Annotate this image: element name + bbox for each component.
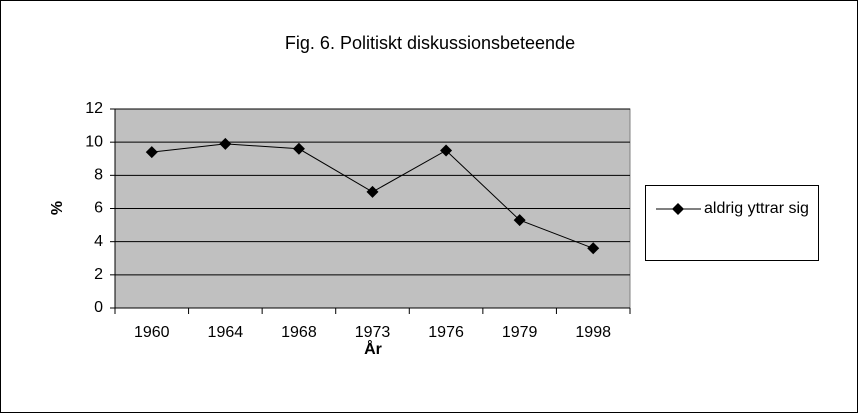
data-point	[219, 137, 232, 150]
x-tick-label: 1979	[502, 324, 538, 341]
x-tick-label: 1976	[428, 324, 464, 341]
y-tick-label: 4	[94, 233, 103, 250]
x-tick-label: 1968	[281, 324, 317, 341]
y-tick-label: 2	[94, 266, 103, 283]
x-tick-label: 1998	[575, 324, 611, 341]
chart-title: Fig. 6. Politiskt diskussionsbeteende	[285, 33, 575, 53]
legend-symbol	[656, 203, 701, 215]
y-tick-label: 8	[94, 167, 103, 184]
x-tick-label: 1973	[355, 324, 391, 341]
legend-label: aldrig yttrar sig	[704, 200, 809, 217]
y-tick-label: 0	[94, 299, 103, 316]
x-axis-label: År	[364, 339, 382, 358]
y-tick-label: 10	[85, 133, 103, 150]
data-point	[587, 242, 600, 255]
x-tick-label: 1960	[134, 324, 170, 341]
y-axis-label: %	[49, 201, 66, 215]
data-point	[513, 214, 526, 227]
legend-marker	[672, 203, 684, 215]
legend: aldrig yttrar sig	[645, 185, 819, 261]
x-tick-label: 1964	[208, 324, 244, 341]
data-point	[145, 146, 158, 159]
data-point	[440, 144, 453, 157]
y-tick-label: 6	[94, 200, 103, 217]
data-point	[292, 142, 305, 155]
data-point	[366, 185, 379, 198]
y-tick-label: 12	[85, 100, 103, 117]
